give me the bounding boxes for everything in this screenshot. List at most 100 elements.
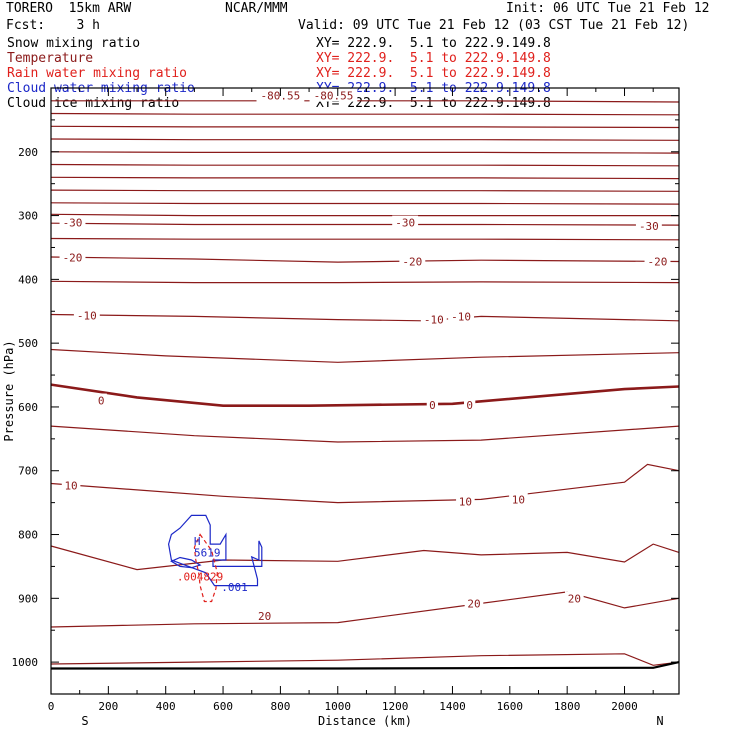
- legend-label-cloud-ice: Cloud ice mixing ratio: [7, 96, 180, 111]
- isotherm-label-16: 10: [512, 493, 525, 506]
- isotherm-label-bg-13: [464, 398, 476, 412]
- header-fcst: Fcst: 3 h: [6, 18, 100, 33]
- y-tick-label-8: 1000: [12, 656, 39, 669]
- header-valid: Valid: 09 UTC Tue 21 Feb 12 (03 CST Tue …: [298, 18, 690, 33]
- legend-xy-temperature: XY= 222.9. 5.1 to 222.9.149.8: [316, 51, 551, 66]
- x-tick-label-3: 600: [213, 700, 233, 713]
- y-axis-label: Pressure (hPa): [2, 340, 16, 441]
- isotherm-label-11: 0: [98, 395, 105, 408]
- isotherm-label-19: 20: [568, 592, 581, 605]
- isotherm-line-8: [50, 202, 680, 205]
- isotherm-line-12: [50, 256, 680, 263]
- isotherm-label-7: -20: [648, 256, 668, 269]
- isotherm-label-4: -30: [639, 220, 659, 233]
- x-tick-label-10: 2000: [611, 700, 638, 713]
- isotherm-label-0: -80.55: [261, 90, 301, 103]
- y-tick-label-6: 800: [18, 529, 38, 542]
- isotherm-line-9: [50, 213, 679, 217]
- header-model: TORERO 15km ARW: [6, 1, 132, 16]
- isotherm-label-bg-4: [635, 218, 662, 232]
- isotherm-label-6: -20: [402, 256, 422, 269]
- isotherm-label-13: 0: [466, 399, 473, 412]
- annotation-3: .001: [221, 581, 248, 594]
- isotherm-line-4: [50, 151, 680, 154]
- isotherm-label-bg-18: [464, 596, 484, 610]
- isotherm-line-2: [50, 125, 680, 129]
- isotherm-label-bg-14: [61, 478, 81, 492]
- cloud-water-contour-0: [167, 514, 263, 587]
- isotherm-label-bg-19: [565, 591, 584, 605]
- cloud-water-contour-1: [170, 556, 202, 569]
- legend-xy-rain: XY= 222.9. 5.1 to 222.9.149.8: [316, 66, 551, 81]
- x-tick-label-1: 200: [98, 700, 118, 713]
- isotherm-label-bg-5: [59, 250, 86, 264]
- isotherm-line-7: [50, 189, 680, 192]
- isotherm-label-bg-1: [309, 88, 358, 102]
- isotherm-label-bg-12: [426, 398, 439, 412]
- x-tick-label-0: 0: [48, 700, 55, 713]
- x-axis-label: Distance (km): [318, 714, 412, 728]
- isotherm-line-6: [50, 176, 680, 180]
- y-tick-label-4: 600: [18, 401, 38, 414]
- annotation-2: .004829: [177, 571, 223, 584]
- isotherm-line-10: [50, 222, 680, 226]
- isotherm-label-bg-10: [448, 309, 475, 323]
- isotherm-label-17: 20: [258, 610, 271, 623]
- isotherm-line-3: [50, 138, 680, 141]
- legend-label-rain: Rain water mixing ratio: [7, 66, 188, 81]
- legend-xy-snow: XY= 222.9. 5.1 to 222.9.149.8: [316, 36, 551, 51]
- isotherm-label-bg-9: [420, 312, 447, 326]
- annotation-1: 5619: [194, 546, 221, 559]
- x-tick-label-7: 1400: [439, 700, 466, 713]
- isotherm-label-bg-11: [95, 393, 107, 407]
- isotherm-label-5: -20: [63, 252, 83, 265]
- isotherm-line-0: [51, 100, 680, 103]
- isotherm-label-bg-2: [59, 215, 86, 229]
- isotherm-label-10: -10: [451, 310, 471, 323]
- isotherm-line-1: [50, 112, 680, 116]
- isotherm-label-bg-7: [644, 254, 671, 268]
- isotherm-label-3: -30: [395, 217, 415, 230]
- x-tick-label-5: 1000: [325, 700, 352, 713]
- isotherm-line-5: [50, 163, 680, 167]
- rain-water-contour-0: [193, 533, 218, 603]
- isotherm-label-1: -80.55: [314, 90, 354, 103]
- isotherm-label-18: 20: [467, 597, 480, 610]
- isotherm-label-bg-15: [456, 494, 475, 508]
- isotherm-label-bg-3: [392, 215, 419, 229]
- isotherm-label-bg-16: [509, 492, 528, 506]
- y-tick-label-7: 900: [18, 592, 38, 605]
- isotherm-line-14: [50, 313, 680, 322]
- isotherm-line-19: [50, 543, 680, 571]
- x-tick-label-8: 1600: [497, 700, 524, 713]
- x-tick-label-2: 400: [156, 700, 176, 713]
- x-tick-label-4: 800: [270, 700, 290, 713]
- x-axis-left-end: S: [81, 714, 88, 728]
- legend-label-temperature: Temperature: [7, 51, 94, 66]
- isotherm-line-15: [50, 348, 680, 363]
- y-tick-label-5: 700: [18, 465, 38, 478]
- isotherm-label-2: -30: [63, 217, 83, 230]
- terrain-line: [51, 661, 680, 670]
- y-tick-label-2: 400: [18, 273, 38, 286]
- isotherm-line-11: [50, 237, 680, 241]
- isotherm-line-20: [50, 591, 680, 628]
- annotation-0: H: [194, 535, 201, 548]
- isotherm-label-15: 10: [459, 495, 472, 508]
- isotherm-line-17: [50, 425, 680, 443]
- isotherm-label-bg-6: [399, 254, 426, 268]
- x-tick-label-6: 1200: [382, 700, 409, 713]
- isotherm-label-bg-17: [255, 609, 274, 623]
- isotherm-label-9: -10: [424, 314, 444, 327]
- y-tick-label-3: 500: [18, 337, 38, 350]
- isotherm-line-13: [50, 280, 680, 284]
- x-tick-label-9: 1800: [554, 700, 581, 713]
- isotherm-line-18: [50, 463, 680, 504]
- y-tick-label-1: 300: [18, 210, 38, 223]
- header-init: Init: 06 UTC Tue 21 Feb 12: [506, 1, 710, 16]
- isotherm-label-bg-8: [73, 308, 100, 322]
- header-org: NCAR/MMM: [225, 1, 288, 16]
- x-axis-right-end: N: [656, 714, 663, 728]
- isotherm-label-8: -10: [77, 310, 97, 323]
